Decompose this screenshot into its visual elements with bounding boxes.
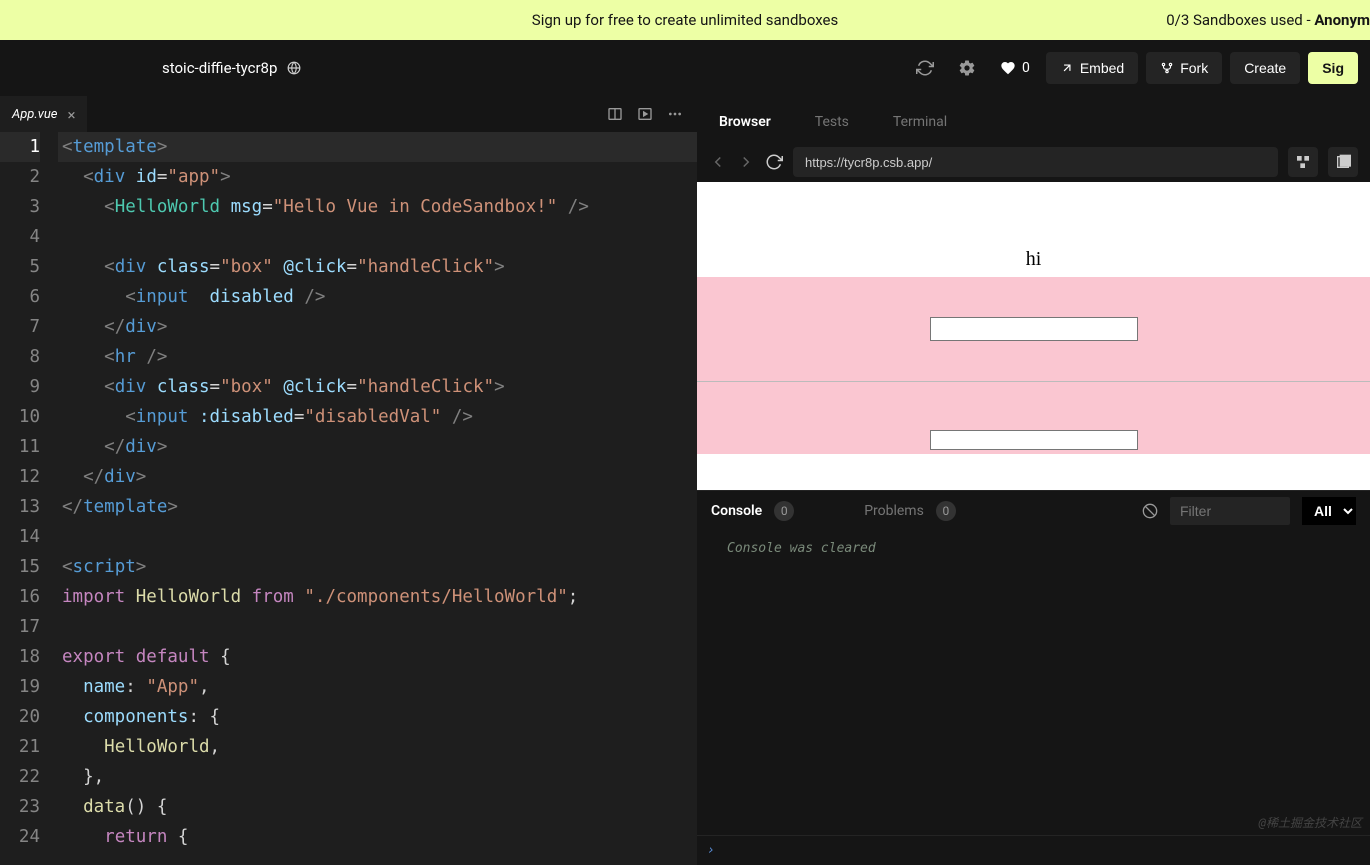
code-editor[interactable]: 123456789101112131415161718192021222324 … — [0, 132, 697, 865]
clear-console-icon[interactable] — [1142, 503, 1158, 519]
create-button[interactable]: Create — [1230, 52, 1300, 84]
console-panel: Console 0 Problems 0 All Console was cle… — [697, 490, 1370, 865]
devtools-tab-terminal[interactable]: Terminal — [893, 114, 947, 142]
gear-icon[interactable] — [958, 59, 976, 77]
split-icon[interactable] — [607, 106, 623, 122]
file-tab[interactable]: App.vue × — [0, 96, 87, 132]
reload-icon[interactable] — [916, 59, 934, 77]
console-tab[interactable]: Console — [711, 503, 762, 519]
browser-url-bar — [697, 142, 1370, 182]
back-icon[interactable] — [709, 153, 727, 171]
fork-icon — [1160, 61, 1174, 75]
like-count[interactable]: 0 — [1000, 60, 1030, 76]
banner-text: Sign up for free to create unlimited san… — [532, 11, 838, 29]
preview-box-1[interactable] — [697, 277, 1370, 382]
preview-box-2[interactable] — [697, 382, 1370, 454]
console-level-select[interactable]: All — [1302, 497, 1356, 525]
preview-frame: hi — [697, 182, 1370, 490]
devtools-panel: Browser Tests Terminal hi Console 0 Proble… — [697, 96, 1370, 865]
more-icon[interactable] — [667, 106, 683, 122]
console-output: Console was cleared @稀土掘金技术社区 › — [697, 531, 1370, 865]
preview-icon[interactable] — [637, 106, 653, 122]
watermark: @稀土掘金技术社区 — [1259, 814, 1362, 831]
structure-icon[interactable] — [1288, 147, 1318, 177]
preview-input-1 — [930, 317, 1138, 341]
promo-banner: Sign up for free to create unlimited san… — [0, 0, 1370, 40]
console-count-badge: 0 — [774, 501, 794, 521]
fork-button[interactable]: Fork — [1146, 52, 1222, 84]
devtools-tab-browser[interactable]: Browser — [719, 114, 771, 142]
preview-input-2[interactable] — [930, 430, 1138, 450]
banner-usage: 0/3 Sandboxes used - Anonym — [1166, 11, 1370, 29]
url-input[interactable] — [793, 147, 1278, 177]
close-icon[interactable]: × — [67, 106, 75, 124]
devtools-tabs: Browser Tests Terminal — [697, 96, 1370, 142]
signin-button[interactable]: Sig — [1308, 52, 1358, 84]
editor-tab-bar: App.vue × — [0, 96, 697, 132]
console-filter-input[interactable] — [1170, 497, 1290, 525]
top-toolbar: stoic-diffie-tycr8p 0 Embed Fork Create … — [0, 40, 1370, 96]
problems-count-badge: 0 — [936, 501, 956, 521]
preview-heading: hi — [697, 182, 1370, 277]
globe-icon — [287, 61, 301, 75]
share-icon — [1060, 61, 1074, 75]
problems-tab[interactable]: Problems — [864, 503, 924, 519]
refresh-icon[interactable] — [765, 153, 783, 171]
heart-icon — [1000, 60, 1016, 76]
open-window-icon[interactable] — [1328, 147, 1358, 177]
project-name[interactable]: stoic-diffie-tycr8p — [162, 59, 301, 77]
editor-panel: App.vue × 123456789101112131415161718192… — [0, 96, 697, 865]
embed-button[interactable]: Embed — [1046, 52, 1138, 84]
forward-icon[interactable] — [737, 153, 755, 171]
devtools-tab-tests[interactable]: Tests — [815, 114, 849, 142]
console-prompt[interactable]: › — [697, 835, 1370, 865]
